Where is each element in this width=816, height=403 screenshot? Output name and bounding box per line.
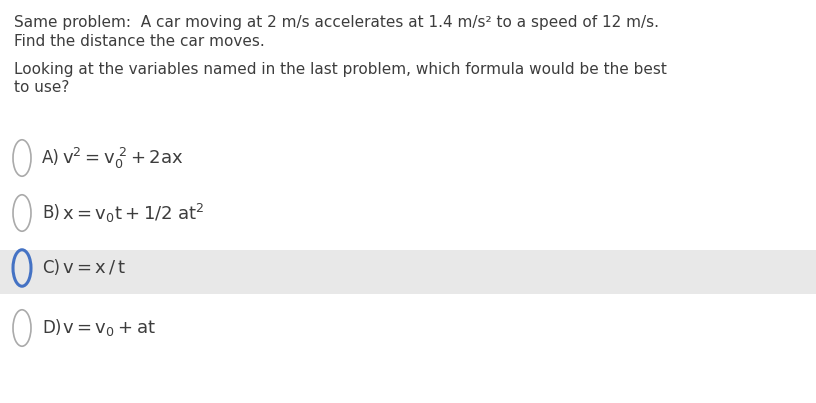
Text: Find the distance the car moves.: Find the distance the car moves. — [14, 34, 264, 49]
Text: D): D) — [42, 319, 61, 337]
Text: to use?: to use? — [14, 80, 69, 95]
Text: $\mathsf{v = v_0 + at}$: $\mathsf{v = v_0 + at}$ — [62, 318, 156, 338]
Text: Looking at the variables named in the last problem, which formula would be the b: Looking at the variables named in the la… — [14, 62, 667, 77]
Text: Same problem:  A car moving at 2 m/s accelerates at 1.4 m/s² to a speed of 12 m/: Same problem: A car moving at 2 m/s acce… — [14, 15, 659, 30]
Text: $\mathsf{v^2 = v_0^{\ 2} + 2ax}$: $\mathsf{v^2 = v_0^{\ 2} + 2ax}$ — [62, 145, 184, 170]
Text: $\mathsf{v = x\,/\,t}$: $\mathsf{v = x\,/\,t}$ — [62, 259, 126, 277]
Text: A): A) — [42, 149, 60, 167]
FancyBboxPatch shape — [0, 250, 816, 294]
Text: $\mathsf{x = v_0 t + 1/2\ at^2}$: $\mathsf{x = v_0 t + 1/2\ at^2}$ — [62, 202, 205, 224]
Text: B): B) — [42, 204, 60, 222]
Text: C): C) — [42, 259, 60, 277]
